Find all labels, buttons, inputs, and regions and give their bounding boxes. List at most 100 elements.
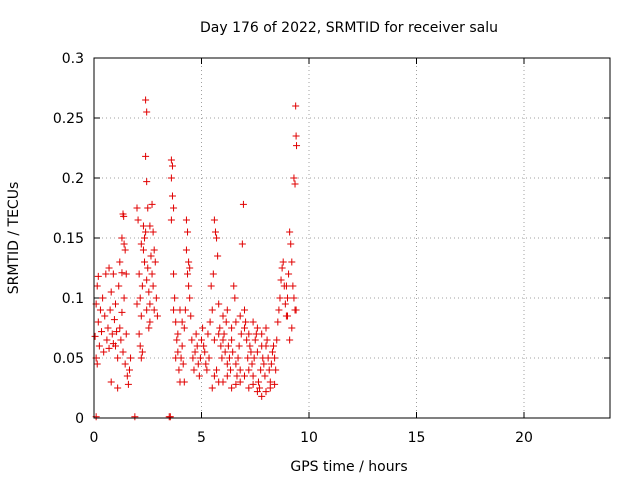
data-point xyxy=(147,252,155,260)
data-point xyxy=(233,372,241,380)
data-point xyxy=(262,342,270,350)
data-point xyxy=(138,282,146,290)
data-point xyxy=(121,246,129,254)
data-point xyxy=(208,384,216,392)
grid xyxy=(94,58,610,418)
data-point xyxy=(107,288,115,296)
data-point xyxy=(287,240,295,248)
data-point xyxy=(142,96,150,104)
data-point xyxy=(266,378,274,386)
data-point xyxy=(216,324,224,332)
data-point xyxy=(272,366,280,374)
data-point xyxy=(241,372,248,380)
data-point xyxy=(174,348,182,356)
data-point xyxy=(100,348,108,356)
data-point xyxy=(214,252,222,260)
data-point xyxy=(143,108,151,116)
data-point xyxy=(237,330,245,338)
data-point xyxy=(143,276,151,284)
data-point xyxy=(200,342,208,350)
y-tick-label: 0.2 xyxy=(62,171,84,187)
data-point xyxy=(253,388,261,396)
data-point xyxy=(199,324,207,332)
y-tick-label: 0.3 xyxy=(62,51,84,67)
data-point xyxy=(170,270,178,278)
x-tick-label: 20 xyxy=(515,430,533,446)
data-point xyxy=(268,348,276,356)
data-point xyxy=(138,348,146,356)
data-point xyxy=(187,312,195,320)
data-point xyxy=(107,378,115,386)
data-point xyxy=(232,380,240,388)
data-point xyxy=(279,258,287,266)
data-point xyxy=(245,330,253,338)
data-point xyxy=(120,240,128,248)
data-point xyxy=(167,174,175,182)
y-axis-label: SRMTID / TECUs xyxy=(6,182,22,295)
data-point xyxy=(168,162,176,170)
data-point xyxy=(289,282,297,290)
data-point xyxy=(96,306,104,314)
data-point xyxy=(239,200,247,208)
data-point xyxy=(106,306,114,314)
x-tick-label: 5 xyxy=(197,430,206,446)
data-point xyxy=(167,216,175,224)
data-point xyxy=(213,234,221,242)
data-points xyxy=(91,96,301,421)
data-point xyxy=(195,372,203,380)
data-point xyxy=(127,354,135,362)
data-point xyxy=(146,222,154,230)
data-point xyxy=(236,366,244,374)
data-point xyxy=(245,366,253,374)
data-point xyxy=(215,300,223,308)
data-point xyxy=(194,360,202,368)
data-point xyxy=(109,270,117,278)
data-point xyxy=(146,318,154,326)
data-point xyxy=(118,269,126,277)
data-point xyxy=(293,142,301,150)
data-point xyxy=(288,324,296,332)
data-point xyxy=(223,306,231,314)
data-point xyxy=(186,264,194,272)
data-point xyxy=(143,178,151,186)
data-point xyxy=(184,228,192,236)
data-point xyxy=(94,318,102,326)
data-point xyxy=(286,336,294,344)
data-point xyxy=(113,328,121,336)
data-point xyxy=(260,360,268,368)
data-point xyxy=(288,258,296,266)
data-point xyxy=(254,378,262,386)
data-point xyxy=(150,306,158,314)
data-point xyxy=(262,324,270,332)
data-point xyxy=(215,330,223,338)
data-point xyxy=(248,360,256,368)
data-point xyxy=(207,282,215,290)
data-point xyxy=(133,204,141,212)
data-point xyxy=(123,372,131,380)
data-point xyxy=(184,270,192,278)
data-point xyxy=(290,174,298,182)
data-point xyxy=(149,282,157,290)
data-point xyxy=(286,228,294,236)
data-point xyxy=(228,336,236,344)
data-point xyxy=(188,336,196,344)
data-point xyxy=(249,372,257,380)
data-point xyxy=(135,270,143,278)
data-point xyxy=(149,228,157,236)
data-point xyxy=(210,336,218,344)
data-point xyxy=(228,384,236,392)
data-point xyxy=(118,308,126,316)
data-point xyxy=(170,306,178,314)
data-point xyxy=(167,156,175,164)
data-point xyxy=(274,318,282,326)
data-point xyxy=(290,294,298,302)
data-point xyxy=(246,342,254,350)
plot-frame xyxy=(93,57,611,419)
data-point xyxy=(114,384,122,392)
data-point xyxy=(219,336,227,344)
data-point xyxy=(230,282,238,290)
data-point xyxy=(186,294,194,302)
data-point xyxy=(273,336,281,344)
data-point xyxy=(145,288,153,296)
